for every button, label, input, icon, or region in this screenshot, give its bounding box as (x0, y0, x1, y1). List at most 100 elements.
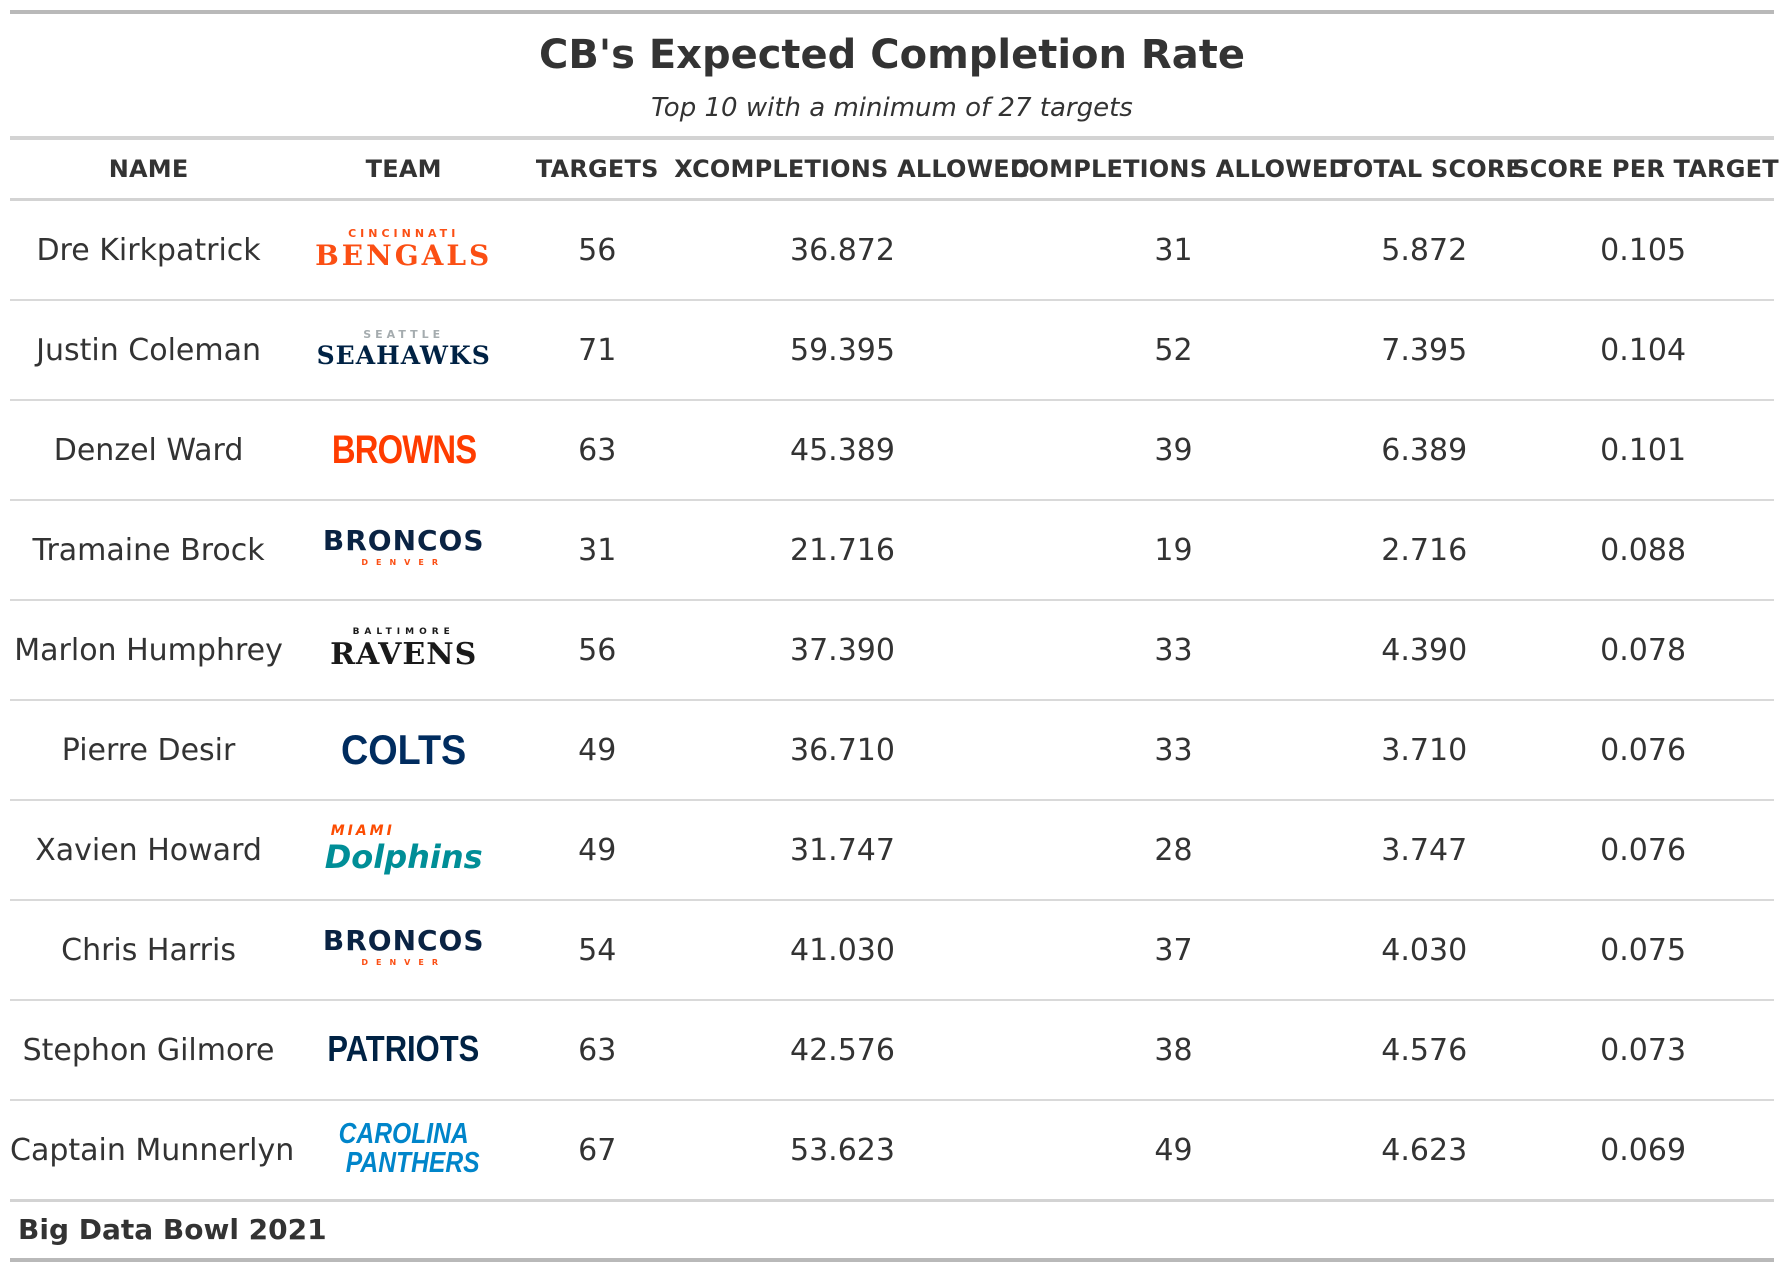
score-per-target-value: 0.105 (1512, 199, 1774, 301)
team-wordmark: Dolphins (324, 838, 483, 876)
team-wordmark: SEAHAWKS (316, 340, 491, 370)
table-row: Chris Harris BRONCOS DENVER 54 41.030 37 4.030… (10, 900, 1774, 1001)
team-cell: BRONCOS DENVER (287, 900, 521, 1001)
player-name: Denzel Ward (10, 400, 288, 501)
col-header-completions: COMPLETIONS ALLOWED (1010, 140, 1348, 201)
targets-value: 63 (520, 1000, 675, 1101)
bottom-rule (10, 1258, 1774, 1262)
targets-value: 54 (520, 900, 675, 1001)
team-wordmark-top: CAROLINA (338, 1118, 469, 1150)
xcompletions-value: 36.872 (674, 199, 1011, 301)
col-header-total-score: TOTAL SCORE (1336, 140, 1522, 201)
xcompletions-value: 59.395 (674, 300, 1011, 401)
team-cell: BROWNS (287, 400, 521, 501)
player-name: Justin Coleman (10, 300, 288, 401)
targets-value: 71 (520, 300, 675, 401)
targets-value: 56 (520, 600, 675, 701)
team-wordmark: PATRIOTS (327, 1028, 480, 1069)
completions-value: 33 (1010, 700, 1337, 801)
table-row: Tramaine Brock BRONCOS DENVER 31 21.716 19 2.7… (10, 500, 1774, 601)
table-row: Captain Munnerlyn CAROLINA PANTHERS 67 53.62… (10, 1100, 1774, 1202)
total-score-value: 4.390 (1336, 600, 1513, 701)
patriots-logo: PATRIOTS (315, 1031, 492, 1067)
team-wordmark: BROWNS (331, 427, 476, 472)
col-header-xcompletions: XCOMPLETIONS ALLOWED (674, 140, 1030, 201)
table-body: Dre Kirkpatrick CINCINNATI BENGALS 56 36.872… (10, 199, 1774, 1202)
team-wordmark: COLTS (341, 725, 467, 773)
completions-value: 19 (1010, 500, 1337, 601)
total-score-value: 3.747 (1336, 800, 1513, 901)
team-wordmark: RAVENS (330, 637, 478, 672)
team-cell: SEATTLE SEAHAWKS (287, 300, 521, 401)
col-header-score-per-target: SCORE PER TARGET (1512, 140, 1779, 201)
team-cell: MIAMI Dolphins (287, 800, 521, 901)
team-cell: PATRIOTS (287, 1000, 521, 1101)
total-score-value: 4.623 (1336, 1100, 1513, 1202)
xcompletions-value: 41.030 (674, 900, 1011, 1001)
team-cell: CAROLINA PANTHERS (287, 1100, 521, 1202)
team-wordmark-top: CINCINNATI (348, 226, 460, 240)
total-score-value: 4.576 (1336, 1000, 1513, 1101)
table-row: Justin Coleman SEATTLE SEAHAWKS 71 59.395 52 7… (10, 300, 1774, 401)
xcompletions-value: 31.747 (674, 800, 1011, 901)
completions-value: 52 (1010, 300, 1337, 401)
targets-value: 67 (520, 1100, 675, 1202)
table-title: CB's Expected Completion Rate (539, 32, 1245, 78)
team-wordmark-bottom: DENVER (361, 958, 446, 967)
xcompletions-value: 36.710 (674, 700, 1011, 801)
completions-value: 37 (1010, 900, 1337, 1001)
table-row: Xavien Howard MIAMI Dolphins 49 31.747 28 3.74… (10, 800, 1774, 901)
completions-value: 31 (1010, 199, 1337, 301)
source-note: Big Data Bowl 2021 (18, 1213, 327, 1246)
player-name: Dre Kirkpatrick (10, 199, 288, 301)
xcompletions-value: 53.623 (674, 1100, 1011, 1202)
header-row: NAME TEAM TARGETS XCOMPLETIONS ALLOWED C… (10, 140, 1779, 201)
team-cell: BRONCOS DENVER (287, 500, 521, 601)
completions-value: 33 (1010, 600, 1337, 701)
team-wordmark: BRONCOS (322, 524, 485, 557)
colts-logo: COLTS (334, 725, 473, 773)
score-per-target-value: 0.075 (1512, 900, 1774, 1001)
seahawks-logo: SEATTLE SEAHAWKS (317, 329, 491, 368)
completions-value: 49 (1010, 1100, 1337, 1202)
player-name: Tramaine Brock (10, 500, 288, 601)
table-row: Denzel Ward BROWNS 63 45.389 39 6.389 0.101 (10, 400, 1774, 501)
broncos-logo: BRONCOS DENVER (323, 527, 485, 567)
total-score-value: 2.716 (1336, 500, 1513, 601)
table-card: CB's Expected Completion Rate Top 10 wit… (10, 10, 1779, 1262)
score-per-target-value: 0.088 (1512, 500, 1774, 601)
total-score-value: 7.395 (1336, 300, 1513, 401)
stats-table: NAME TEAM TARGETS XCOMPLETIONS ALLOWED C… (10, 140, 1779, 1202)
completions-value: 38 (1010, 1000, 1337, 1101)
targets-value: 63 (520, 400, 675, 501)
score-per-target-value: 0.076 (1512, 700, 1774, 801)
targets-value: 31 (520, 500, 675, 601)
table-row: Marlon Humphrey BALTIMORE RAVENS 56 37.390 33… (10, 600, 1774, 701)
score-per-target-value: 0.078 (1512, 600, 1774, 701)
player-name: Captain Munnerlyn (10, 1100, 294, 1202)
browns-logo: BROWNS (316, 430, 492, 470)
col-header-name: NAME (10, 140, 288, 201)
team-wordmark: PANTHERS (345, 1147, 480, 1179)
table-row: Stephon Gilmore PATRIOTS 63 42.576 38 4.576 0.… (10, 1000, 1774, 1101)
total-score-value: 4.030 (1336, 900, 1513, 1001)
score-per-target-value: 0.101 (1512, 400, 1774, 501)
xcompletions-value: 21.716 (674, 500, 1011, 601)
team-wordmark-top: BALTIMORE (352, 627, 455, 637)
targets-value: 49 (520, 800, 675, 901)
ravens-logo: BALTIMORE RAVENS (330, 628, 477, 670)
team-wordmark-bottom: DENVER (361, 558, 446, 567)
team-wordmark: BENGALS (315, 238, 493, 272)
player-name: Stephon Gilmore (10, 1000, 288, 1101)
total-score-value: 6.389 (1336, 400, 1513, 501)
table-subtitle: Top 10 with a minimum of 27 targets (651, 93, 1133, 123)
total-score-value: 3.710 (1336, 700, 1513, 801)
xcompletions-value: 45.389 (674, 400, 1011, 501)
team-wordmark: BRONCOS (322, 924, 485, 957)
total-score-value: 5.872 (1336, 199, 1513, 301)
player-name: Xavien Howard (10, 800, 288, 901)
team-wordmark-top: MIAMI (330, 823, 395, 839)
col-header-targets: TARGETS (520, 140, 675, 201)
top-rule (10, 10, 1774, 14)
score-per-target-value: 0.076 (1512, 800, 1774, 901)
